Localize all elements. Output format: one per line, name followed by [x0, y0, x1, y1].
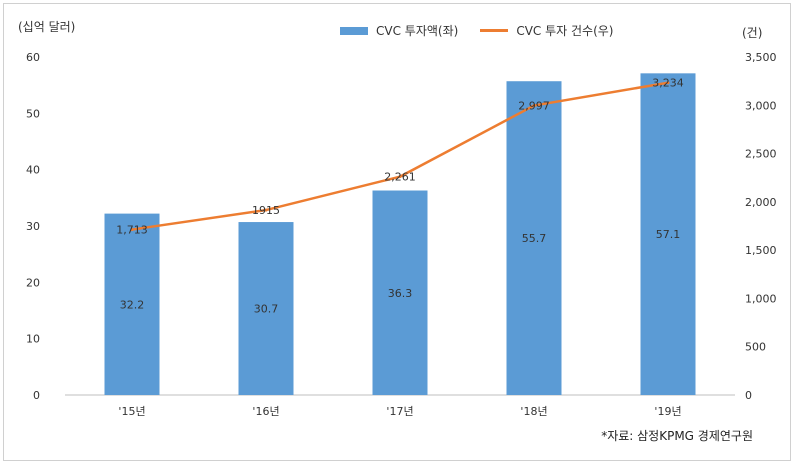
right-tick-label: 500	[745, 341, 766, 354]
line-value-label: 2,261	[384, 171, 416, 184]
left-tick-label: 30	[26, 220, 40, 233]
legend-label-investment: CVC 투자액(좌)	[376, 24, 459, 38]
x-tick-label: '19년	[654, 405, 681, 418]
bar-value-label: 55.7	[522, 232, 547, 245]
right-axis-title: (건)	[742, 26, 763, 40]
bar-value-label: 36.3	[388, 287, 413, 300]
right-tick-label: 0	[745, 389, 752, 402]
right-tick-label: 2,000	[745, 196, 777, 209]
bar-value-label: 30.7	[254, 303, 279, 316]
left-axis-title: (십억 달러)	[18, 20, 76, 34]
bar	[506, 81, 562, 396]
right-tick-label: 3,500	[745, 51, 777, 64]
line-value-label: 3,234	[652, 77, 684, 90]
right-tick-label: 2,500	[745, 148, 777, 161]
line-point	[532, 104, 536, 108]
x-tick-label: '18년	[520, 405, 547, 418]
left-tick-label: 40	[26, 164, 40, 177]
left-tick-label: 20	[26, 276, 40, 289]
legend-swatch-line	[480, 29, 509, 32]
left-tick-label: 60	[26, 51, 40, 64]
legend-item-count: CVC 투자 건수(우)	[480, 22, 613, 39]
right-tick-label: 1,000	[745, 292, 777, 305]
x-tick-label: '16년	[252, 405, 279, 418]
bar	[104, 213, 160, 395]
bar-value-label: 32.2	[120, 298, 145, 311]
line-value-label: 2,997	[518, 100, 550, 113]
left-tick-label: 0	[33, 389, 40, 402]
bar	[372, 190, 428, 395]
chart-legend: CVC 투자액(좌) CVC 투자 건수(우)	[340, 22, 635, 39]
legend-label-count: CVC 투자 건수(우)	[516, 24, 614, 38]
line-point	[398, 175, 402, 179]
right-tick-label: 1,500	[745, 244, 777, 257]
line-value-label: 1,713	[116, 224, 148, 237]
x-tick-label: '17년	[386, 405, 413, 418]
line-point	[666, 81, 670, 85]
legend-item-investment: CVC 투자액(좌)	[340, 22, 458, 39]
x-tick-label: '15년	[118, 405, 145, 418]
left-tick-label: 50	[26, 107, 40, 120]
bar-value-label: 57.1	[656, 228, 681, 241]
bar	[640, 73, 696, 395]
right-tick-label: 3,000	[745, 99, 777, 112]
line-value-label: 1915	[252, 204, 280, 217]
bar	[238, 222, 294, 395]
line-point	[130, 228, 134, 232]
legend-swatch-bar	[340, 26, 368, 35]
left-tick-label: 10	[26, 333, 40, 346]
line-point	[264, 208, 268, 212]
source-note: *자료: 삼정KPMG 경제연구원	[601, 429, 753, 443]
